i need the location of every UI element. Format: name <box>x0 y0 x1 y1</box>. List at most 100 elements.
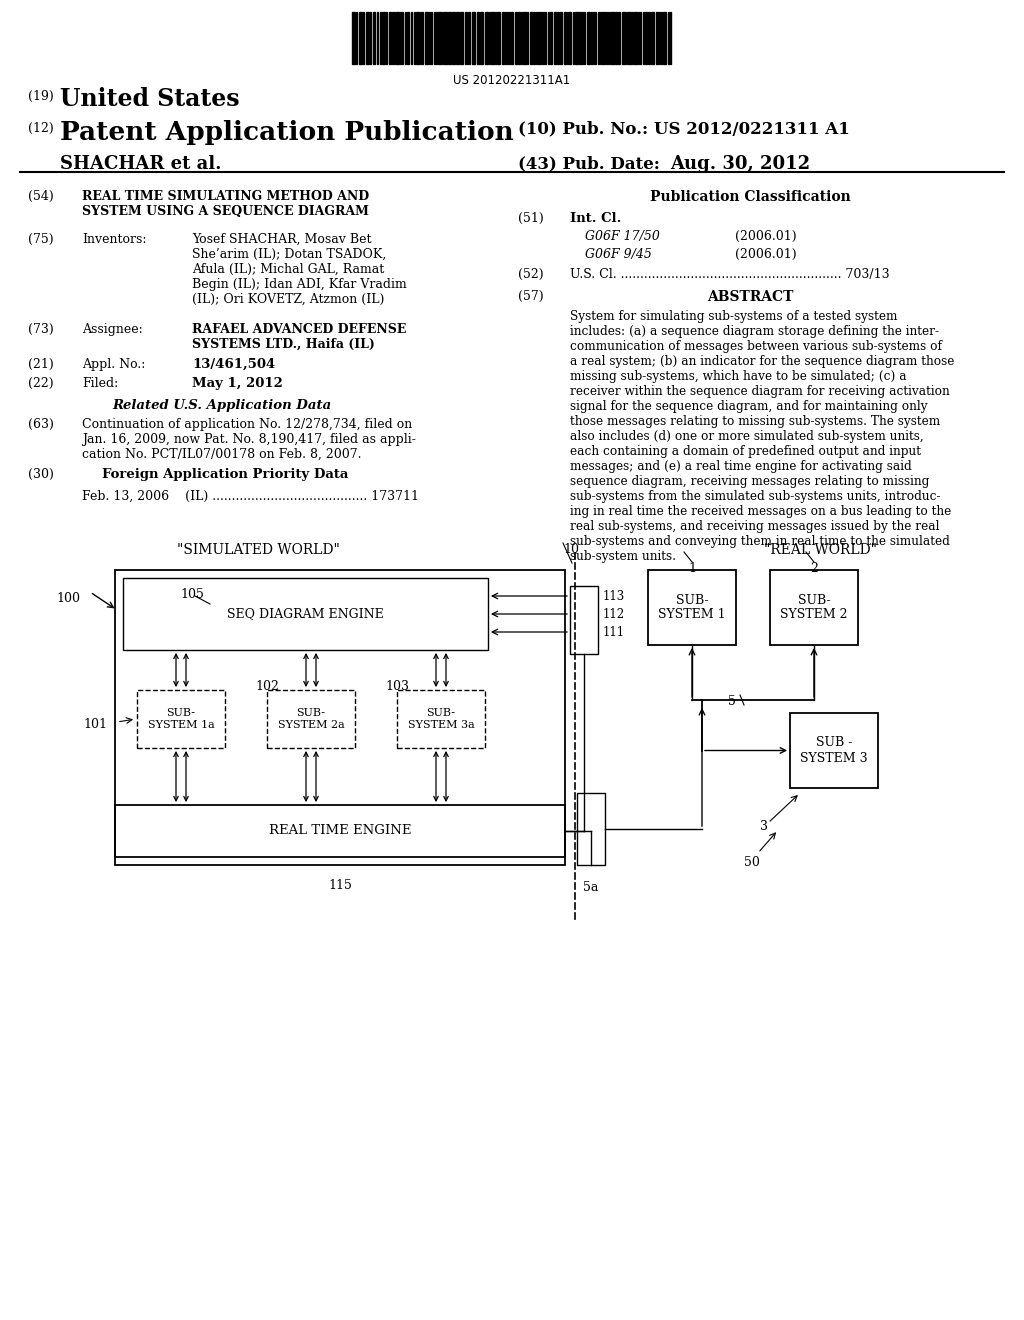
Bar <box>407 12 409 63</box>
Text: REAL TIME ENGINE: REAL TIME ENGINE <box>268 825 412 837</box>
Bar <box>449 12 451 63</box>
Text: G06F 9/45: G06F 9/45 <box>585 248 652 261</box>
Text: Continuation of application No. 12/278,734, filed on
Jan. 16, 2009, now Pat. No.: Continuation of application No. 12/278,7… <box>82 418 416 461</box>
Bar <box>770 570 858 645</box>
Text: (57): (57) <box>518 290 544 304</box>
Bar <box>648 12 650 63</box>
Text: Patent Application Publication: Patent Application Publication <box>60 120 514 145</box>
Bar <box>366 12 369 63</box>
Text: 5a: 5a <box>584 880 599 894</box>
Text: (73): (73) <box>28 323 53 337</box>
Bar <box>534 12 535 63</box>
Text: System for simulating sub-systems of a tested system
includes: (a) a sequence di: System for simulating sub-systems of a t… <box>570 310 954 564</box>
Bar <box>550 12 552 63</box>
Bar <box>382 12 385 63</box>
Text: Publication Classification: Publication Classification <box>649 190 850 205</box>
Bar <box>477 12 479 63</box>
Text: 113: 113 <box>603 590 626 602</box>
Text: (10) Pub. No.: US 2012/0221311 A1: (10) Pub. No.: US 2012/0221311 A1 <box>518 120 850 137</box>
Text: "REAL WORLD": "REAL WORLD" <box>764 543 877 557</box>
Text: SUB-
SYSTEM 1a: SUB- SYSTEM 1a <box>147 709 214 730</box>
Text: 103: 103 <box>385 680 409 693</box>
Text: (63): (63) <box>28 418 54 432</box>
Bar <box>790 713 878 788</box>
Text: SUB-
SYSTEM 1: SUB- SYSTEM 1 <box>658 594 726 622</box>
Text: REAL TIME SIMULATING METHOD AND
SYSTEM USING A SEQUENCE DIAGRAM: REAL TIME SIMULATING METHOD AND SYSTEM U… <box>82 190 369 218</box>
Bar <box>634 12 637 63</box>
Text: SUB-
SYSTEM 2a: SUB- SYSTEM 2a <box>278 709 344 730</box>
Bar <box>115 805 565 857</box>
Bar <box>628 12 631 63</box>
Text: 112: 112 <box>603 607 625 620</box>
Text: May 1, 2012: May 1, 2012 <box>193 378 283 389</box>
Bar <box>554 12 556 63</box>
Text: (51): (51) <box>518 213 544 224</box>
Text: 100: 100 <box>56 591 80 605</box>
Bar <box>564 12 566 63</box>
Bar <box>575 12 578 63</box>
Bar <box>615 12 617 63</box>
Bar <box>485 12 488 63</box>
Bar <box>490 12 494 63</box>
Text: (2006.01): (2006.01) <box>735 230 797 243</box>
Bar <box>267 690 355 748</box>
Bar <box>645 12 647 63</box>
Text: "SIMULATED WORLD": "SIMULATED WORLD" <box>176 543 339 557</box>
Text: 111: 111 <box>603 626 625 639</box>
Text: Yosef SHACHAR, Mosav Bet
She’arim (IL); Dotan TSADOK,
Afula (IL); Michal GAL, Ra: Yosef SHACHAR, Mosav Bet She’arim (IL); … <box>193 234 407 306</box>
Text: 10: 10 <box>563 543 579 556</box>
Text: SUB-
SYSTEM 3a: SUB- SYSTEM 3a <box>408 709 474 730</box>
Bar <box>538 12 540 63</box>
Bar <box>460 12 463 63</box>
Bar <box>389 12 391 63</box>
Text: SHACHAR et al.: SHACHAR et al. <box>60 154 221 173</box>
Text: (12): (12) <box>28 121 53 135</box>
Bar <box>438 12 441 63</box>
Text: Feb. 13, 2006    (IL) ........................................ 173711: Feb. 13, 2006 (IL) .....................… <box>82 490 419 503</box>
Bar <box>396 12 399 63</box>
Bar <box>523 12 526 63</box>
Bar <box>425 12 428 63</box>
Bar <box>373 12 375 63</box>
Text: (21): (21) <box>28 358 53 371</box>
Bar <box>569 12 571 63</box>
Text: 105: 105 <box>180 587 204 601</box>
Text: (43) Pub. Date:: (43) Pub. Date: <box>518 154 659 172</box>
Bar <box>557 12 559 63</box>
Text: 13/461,504: 13/461,504 <box>193 358 275 371</box>
Bar <box>352 12 355 63</box>
Text: Assignee:: Assignee: <box>82 323 142 337</box>
Text: 1: 1 <box>688 562 696 576</box>
Bar <box>577 793 605 865</box>
Bar <box>656 12 658 63</box>
Text: (75): (75) <box>28 234 53 246</box>
Text: 50: 50 <box>744 855 760 869</box>
Text: (22): (22) <box>28 378 53 389</box>
Text: Inventors:: Inventors: <box>82 234 146 246</box>
Bar <box>602 12 604 63</box>
Bar <box>416 12 419 63</box>
Bar <box>648 570 736 645</box>
Bar <box>618 12 620 63</box>
Text: Filed:: Filed: <box>82 378 118 389</box>
Text: 3: 3 <box>760 820 768 833</box>
Bar <box>397 690 485 748</box>
Bar <box>123 578 488 649</box>
Text: Aug. 30, 2012: Aug. 30, 2012 <box>670 154 810 173</box>
Bar <box>570 586 598 653</box>
Bar <box>472 12 475 63</box>
Bar <box>444 12 447 63</box>
Bar <box>452 12 455 63</box>
Text: ABSTRACT: ABSTRACT <box>707 290 794 304</box>
Bar <box>497 12 500 63</box>
Bar <box>518 12 520 63</box>
Text: 101: 101 <box>83 718 106 730</box>
Text: SEQ DIAGRAM ENGINE: SEQ DIAGRAM ENGINE <box>227 607 384 620</box>
Bar <box>480 12 483 63</box>
Bar <box>530 12 532 63</box>
Text: (19): (19) <box>28 90 53 103</box>
Text: United States: United States <box>60 87 240 111</box>
Bar <box>587 12 590 63</box>
Bar <box>511 12 513 63</box>
Bar <box>663 12 666 63</box>
